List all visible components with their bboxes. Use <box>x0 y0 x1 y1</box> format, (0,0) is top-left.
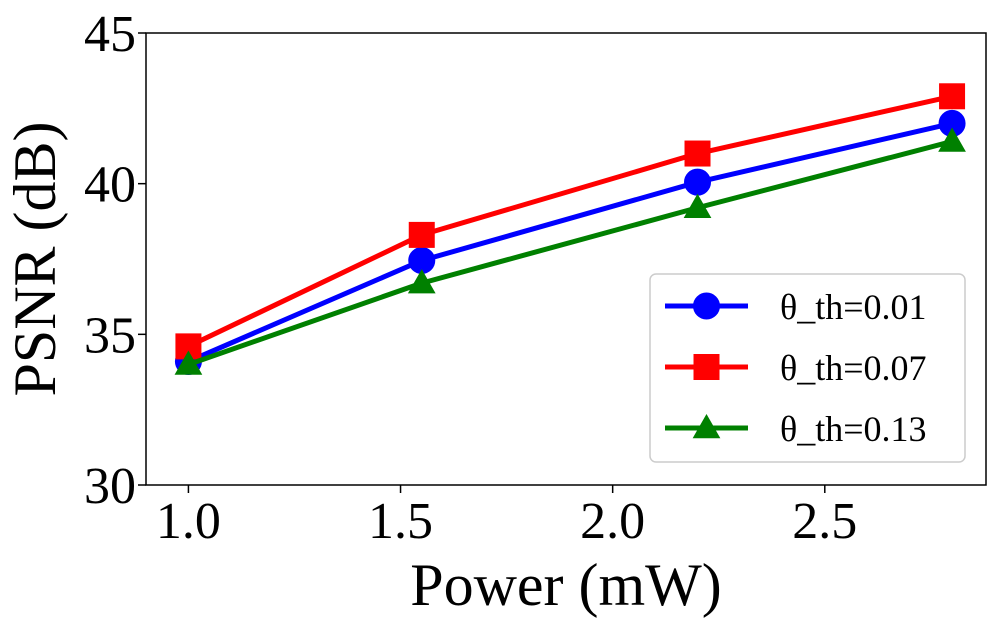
series-line <box>185 93 955 349</box>
legend-marker <box>692 413 721 439</box>
series-th-0-13 <box>174 127 966 375</box>
legend-box <box>649 273 966 463</box>
data-point <box>939 83 966 110</box>
x-tick-label: 2.5 <box>792 493 857 550</box>
legend-label: θ_th=0.07 <box>780 348 927 388</box>
series-line <box>185 120 955 364</box>
legend-label: θ_th=0.13 <box>780 409 927 449</box>
data-point <box>408 221 435 248</box>
plot-frame <box>145 32 987 486</box>
y-axis-label: PSNR (dB) <box>2 121 68 396</box>
legend-entry-th-0-13: θ_th=0.13 <box>665 409 927 449</box>
data-point <box>407 269 436 294</box>
legend-marker <box>693 354 720 380</box>
legend-entries: θ_th=0.01 θ_th=0.07 θ_th=0.13 <box>665 287 927 449</box>
x-axis-label: Power (mW) <box>410 552 722 618</box>
ticks-layer: 1.0 1.5 2.0 2.5 30 35 40 45 <box>84 6 857 550</box>
y-tick-label: 35 <box>84 307 136 364</box>
y-tick-label: 30 <box>84 458 136 515</box>
x-tick-label: 2.0 <box>580 493 645 550</box>
x-tick-label: 1.0 <box>156 493 221 550</box>
legend-entry-th-0-07: θ_th=0.07 <box>665 348 927 388</box>
series-layer <box>174 83 966 375</box>
legend-entry-th-0-01: θ_th=0.01 <box>665 287 927 327</box>
legend-label: θ_th=0.01 <box>780 287 927 327</box>
x-tick-label: 1.5 <box>368 493 433 550</box>
series-th-0-01 <box>174 109 966 375</box>
data-point <box>683 193 712 219</box>
data-point <box>684 168 712 196</box>
data-point <box>684 140 711 167</box>
data-point <box>938 127 966 152</box>
y-tick-label: 45 <box>84 6 136 63</box>
series-line <box>185 138 955 367</box>
legend: θ_th=0.01 θ_th=0.07 θ_th=0.13 <box>649 273 966 463</box>
series-th-0-07 <box>175 83 966 360</box>
data-point <box>174 350 203 375</box>
y-tick-label: 40 <box>84 157 136 214</box>
legend-marker <box>693 292 720 320</box>
